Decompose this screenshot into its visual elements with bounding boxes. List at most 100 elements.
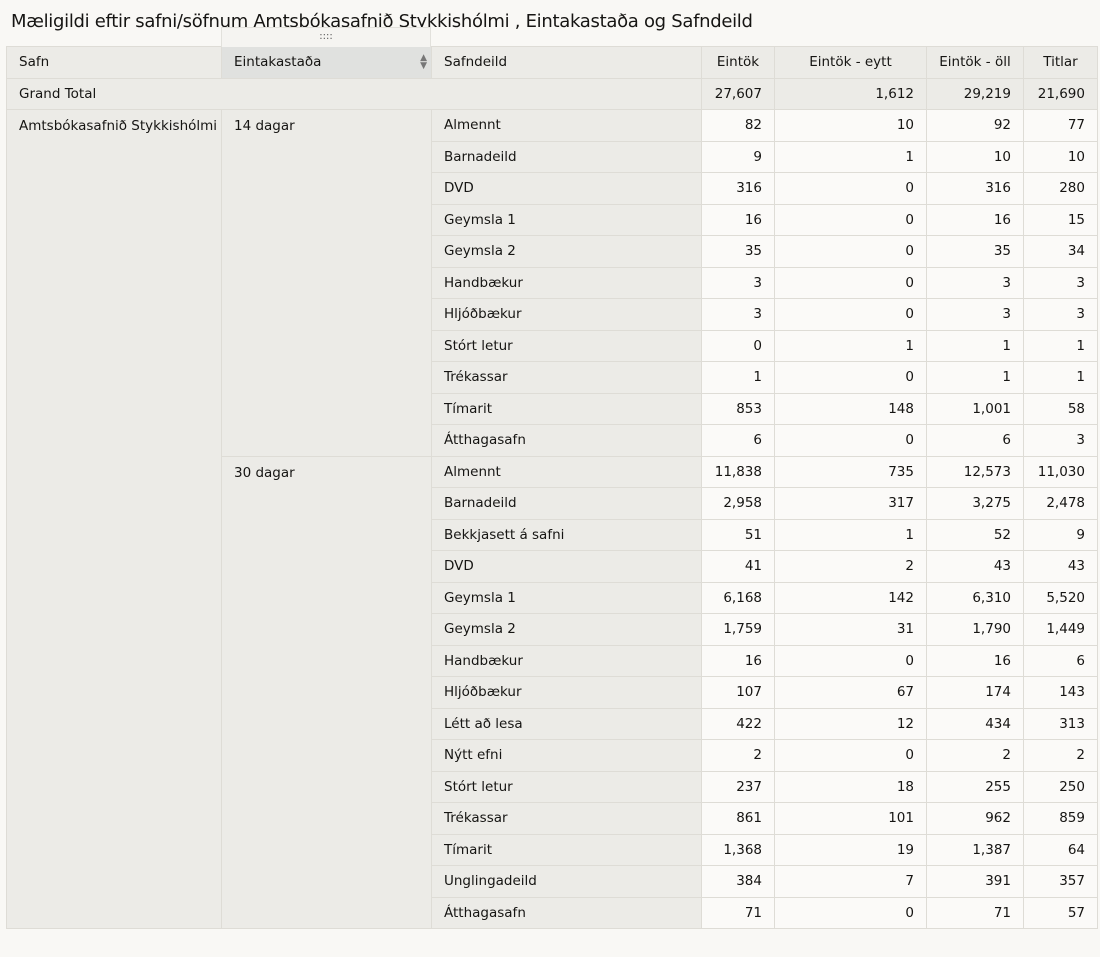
eintok-oll-cell: 6: [926, 424, 1024, 457]
eintok-eytt-cell: 0: [774, 203, 927, 236]
eintok-cell: 1,759: [701, 613, 775, 646]
grand-total-titlar: 21,690: [1023, 77, 1098, 110]
eintok-cell: 1,368: [701, 833, 775, 866]
eintok-eytt-cell: 142: [774, 581, 927, 614]
eintok-oll-cell: 1: [926, 361, 1024, 394]
titlar-cell: 5,520: [1023, 581, 1098, 614]
eintok-cell: 0: [701, 329, 775, 362]
header-eintok-eytt[interactable]: Eintök - eytt: [774, 46, 927, 79]
eintok-oll-cell: 6,310: [926, 581, 1024, 614]
table-row: Handbækur 3 0 3 3: [7, 266, 1098, 299]
eintok-eytt-cell: 1: [774, 329, 927, 362]
safndeild-cell: Handbækur: [431, 266, 702, 299]
eintok-oll-cell: 92: [926, 109, 1024, 142]
header-eintok-oll[interactable]: Eintök - öll: [926, 46, 1024, 79]
titlar-cell: 15: [1023, 203, 1098, 236]
eintok-eytt-cell: 735: [774, 455, 927, 488]
eintok-eytt-cell: 7: [774, 865, 927, 898]
titlar-cell: 3: [1023, 298, 1098, 331]
table-row: DVD 316 0 316 280: [7, 172, 1098, 205]
eintok-oll-cell: 1,001: [926, 392, 1024, 425]
eintok-oll-cell: 255: [926, 770, 1024, 803]
table-row: 30 dagar Almennt 11,838 735 12,573 11,030: [7, 455, 1098, 929]
table-row: Amtsbókasafnið Stykkishólmi 14 dagar Almen…: [6, 109, 1098, 929]
header-titlar[interactable]: Titlar: [1023, 46, 1098, 79]
safndeild-cell: Tímarit: [431, 833, 702, 866]
drag-handle-icon[interactable]: ::::: [221, 27, 431, 47]
table-row: DVD 41 2 43 43: [7, 550, 1098, 583]
eintok-eytt-cell: 0: [774, 361, 927, 394]
eintok-cell: 2: [701, 739, 775, 772]
eintok-eytt-cell: 0: [774, 424, 927, 457]
header-eintakastada[interactable]: Eintakastaða ▲ ▼: [221, 46, 432, 79]
titlar-cell: 3: [1023, 424, 1098, 457]
eintok-oll-cell: 3: [926, 298, 1024, 331]
safndeild-cell: Handbækur: [431, 644, 702, 677]
table-row: Trékassar 1 0 1 1: [7, 361, 1098, 394]
titlar-cell: 11,030: [1023, 455, 1098, 488]
header-safn[interactable]: Safn: [6, 46, 222, 79]
eintok-oll-cell: 16: [926, 644, 1024, 677]
table-row: Handbækur 16 0 16 6: [7, 644, 1098, 677]
grand-total-eintok-eytt: 1,612: [774, 77, 927, 110]
header-safndeild[interactable]: Safndeild: [431, 46, 702, 79]
eintok-oll-cell: 3: [926, 266, 1024, 299]
safndeild-cell: Geymsla 1: [431, 581, 702, 614]
eintok-eytt-cell: 19: [774, 833, 927, 866]
safndeild-cell: Barnadeild: [431, 140, 702, 173]
eintok-oll-cell: 391: [926, 865, 1024, 898]
titlar-cell: 34: [1023, 235, 1098, 268]
sort-icon[interactable]: ▲ ▼: [420, 53, 427, 71]
safndeild-cell: Geymsla 2: [431, 613, 702, 646]
eintok-eytt-cell: 2: [774, 550, 927, 583]
table-row: Barnadeild 2,958 317 3,275 2,478: [7, 487, 1098, 520]
titlar-cell: 143: [1023, 676, 1098, 709]
titlar-cell: 1,449: [1023, 613, 1098, 646]
table-row: Stórt letur 0 1 1 1: [7, 329, 1098, 362]
eintok-oll-cell: 43: [926, 550, 1024, 583]
eintok-oll-cell: 16: [926, 203, 1024, 236]
eintok-eytt-cell: 1: [774, 518, 927, 551]
safndeild-cell: Almennt: [431, 109, 702, 142]
safndeild-cell: DVD: [431, 172, 702, 205]
eintok-eytt-cell: 10: [774, 109, 927, 142]
titlar-cell: 57: [1023, 896, 1098, 929]
safndeild-cell: Stórt letur: [431, 329, 702, 362]
grand-total-eintok-oll: 29,219: [926, 77, 1024, 110]
eintok-eytt-cell: 148: [774, 392, 927, 425]
safndeild-cell: Nýtt efni: [431, 739, 702, 772]
grand-total-label: Grand Total: [6, 77, 702, 110]
table-row: Unglingadeild 384 7 391 357: [7, 865, 1098, 898]
safndeild-cell: Stórt letur: [431, 770, 702, 803]
safndeild-cell: Geymsla 2: [431, 235, 702, 268]
safndeild-cell: Átthagasafn: [431, 424, 702, 457]
header-eintok[interactable]: Eintök: [701, 46, 775, 79]
titlar-cell: 1: [1023, 361, 1098, 394]
safndeild-cell: Átthagasafn: [431, 896, 702, 929]
titlar-cell: 6: [1023, 644, 1098, 677]
eintok-cell: 82: [701, 109, 775, 142]
eintok-cell: 41: [701, 550, 775, 583]
eintok-oll-cell: 35: [926, 235, 1024, 268]
titlar-cell: 2: [1023, 739, 1098, 772]
eintok-cell: 853: [701, 392, 775, 425]
eintok-eytt-cell: 0: [774, 266, 927, 299]
eintok-cell: 16: [701, 203, 775, 236]
titlar-cell: 58: [1023, 392, 1098, 425]
titlar-cell: 313: [1023, 707, 1098, 740]
eintok-eytt-cell: 1: [774, 140, 927, 173]
safndeild-cell: Trékassar: [431, 361, 702, 394]
eintok-eytt-cell: 0: [774, 235, 927, 268]
table-row: Hljóðbækur 3 0 3 3: [7, 298, 1098, 331]
grand-total-eintok: 27,607: [701, 77, 775, 110]
eintok-eytt-cell: 101: [774, 802, 927, 835]
table-row: Stórt letur 237 18 255 250: [7, 770, 1098, 803]
eintok-oll-cell: 174: [926, 676, 1024, 709]
eintakastada-cell: 30 dagar: [221, 455, 432, 929]
eintok-oll-cell: 10: [926, 140, 1024, 173]
table-row: Átthagasafn 6 0 6 3: [7, 424, 1098, 457]
eintok-cell: 861: [701, 802, 775, 835]
eintok-eytt-cell: 18: [774, 770, 927, 803]
eintok-oll-cell: 1,387: [926, 833, 1024, 866]
safn-cell: Amtsbókasafnið Stykkishólmi: [6, 109, 222, 929]
